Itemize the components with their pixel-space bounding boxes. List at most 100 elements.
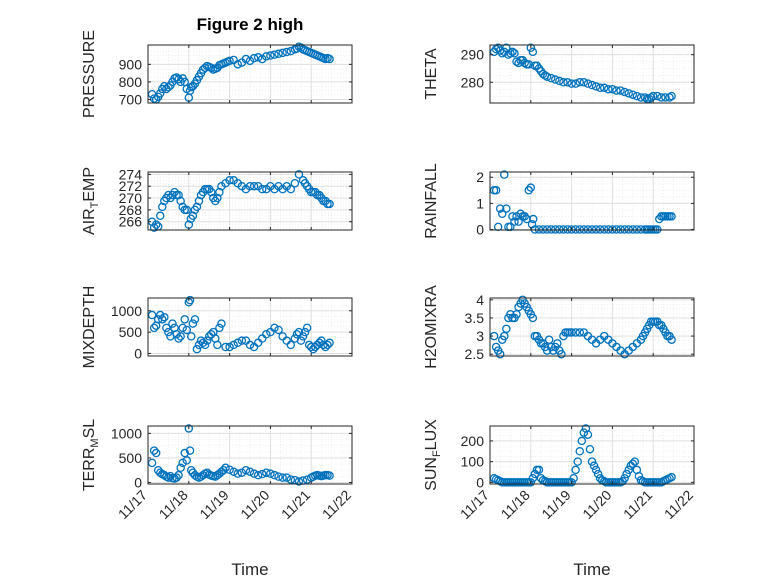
- y-axis-label: MIXDEPTH: [81, 286, 98, 369]
- data-point: [559, 225, 568, 234]
- data-point: [571, 465, 580, 475]
- data-point: [213, 340, 222, 350]
- data-point: [510, 217, 519, 226]
- data-point: [155, 211, 165, 221]
- axes-box: [489, 44, 695, 104]
- data-point: [604, 84, 613, 94]
- y-tick-label: 800: [119, 74, 143, 90]
- data-point: [636, 225, 646, 234]
- x-tick-label: 11/20: [579, 487, 615, 523]
- data-point: [546, 73, 556, 83]
- data-point: [571, 79, 580, 88]
- data-point: [579, 428, 589, 437]
- data-point: [653, 91, 662, 101]
- x-tick-label: 11/21: [278, 487, 314, 523]
- data-point: [266, 469, 275, 478]
- data-point: [567, 328, 576, 337]
- data-point: [249, 469, 259, 478]
- data-point: [551, 75, 560, 84]
- data-point: [241, 54, 251, 64]
- data-point: [151, 448, 161, 458]
- data-point: [616, 225, 625, 234]
- y-tick-label: 700: [119, 91, 143, 107]
- x-tick-label: 11/17: [115, 487, 151, 523]
- axes-box: [489, 171, 695, 231]
- data-point: [286, 184, 296, 194]
- y-tick-label: 3: [476, 328, 484, 344]
- data-point: [567, 225, 576, 234]
- data-point: [497, 209, 507, 219]
- data-point: [178, 323, 187, 333]
- data-point: [270, 323, 279, 333]
- y-tick-label: 1000: [111, 303, 142, 319]
- data-point: [567, 79, 576, 88]
- data-point: [188, 319, 198, 328]
- data-point: [510, 49, 519, 58]
- data-point: [657, 93, 666, 102]
- data-point: [182, 325, 192, 335]
- data-point: [528, 214, 538, 224]
- data-point: [667, 212, 676, 221]
- subplot-sunflux: 0 100 200 11/17 11/18 11/19 11/20 11/21 11/22 Tim…: [423, 419, 696, 579]
- data-point: [599, 83, 609, 93]
- x-tick-label: 11/22: [319, 487, 355, 523]
- y-tick-label: 200: [461, 433, 485, 449]
- data-point: [648, 91, 658, 101]
- data-point: [620, 225, 629, 234]
- data-point: [290, 178, 300, 188]
- data-point: [325, 471, 334, 480]
- data-point: [176, 196, 185, 206]
- y-tick-label: 100: [461, 454, 485, 470]
- data-point: [559, 78, 568, 87]
- data-point: [286, 340, 296, 350]
- data-point: [583, 79, 593, 88]
- data-point: [274, 472, 283, 481]
- data-point: [262, 329, 271, 339]
- axes-box: [147, 171, 353, 231]
- y-axis-label: SUNFLUX: [423, 419, 443, 491]
- data-point: [630, 457, 640, 466]
- y-tick-label: 0: [134, 475, 142, 491]
- data-point: [225, 342, 234, 352]
- x-axis-label: Time: [231, 560, 268, 579]
- data-point: [622, 469, 631, 479]
- data-point: [245, 181, 255, 191]
- axes-box: [147, 297, 353, 357]
- data-point: [182, 205, 192, 215]
- y-tick-label: 270: [119, 190, 143, 206]
- data-point: [667, 335, 676, 344]
- data-point: [520, 212, 529, 221]
- data-point: [667, 91, 676, 101]
- data-point: [524, 186, 534, 195]
- data-point: [200, 340, 210, 350]
- data-point: [180, 448, 189, 458]
- data-point: [579, 78, 589, 87]
- data-point: [188, 82, 198, 91]
- data-point: [528, 473, 538, 483]
- y-tick-label: 1: [476, 195, 484, 211]
- data-point: [202, 336, 212, 345]
- data-point: [608, 84, 617, 94]
- y-tick-label: 268: [119, 202, 143, 218]
- data-point: [155, 310, 165, 320]
- data-point: [162, 323, 171, 333]
- data-point: [557, 349, 566, 359]
- subplot-rainfall: 0 1 2 RAINFALL: [423, 163, 695, 239]
- data-point: [575, 78, 585, 87]
- x-tick-label: 11/18: [498, 487, 534, 523]
- data-point: [555, 225, 564, 234]
- y-tick-label: 3.5: [465, 310, 485, 326]
- data-point: [176, 332, 185, 341]
- data-point: [497, 49, 507, 58]
- data-point: [221, 463, 230, 473]
- data-point: [585, 444, 595, 454]
- data-point: [534, 225, 544, 234]
- axes-box: [147, 44, 353, 104]
- data-point: [502, 204, 511, 213]
- data-point: [628, 225, 638, 234]
- data-point: [185, 295, 195, 305]
- data-point: [192, 344, 202, 354]
- data-point: [624, 465, 633, 475]
- data-point: [512, 57, 521, 66]
- x-tick-label: 11/21: [620, 487, 656, 523]
